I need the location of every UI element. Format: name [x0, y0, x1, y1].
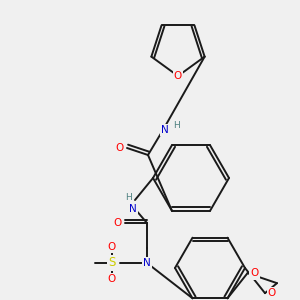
- Text: H: H: [174, 122, 180, 130]
- Text: S: S: [108, 256, 116, 269]
- Text: O: O: [114, 218, 122, 228]
- Text: N: N: [161, 125, 169, 135]
- Text: O: O: [250, 268, 259, 278]
- Text: O: O: [108, 274, 116, 284]
- Text: O: O: [268, 288, 276, 298]
- Text: O: O: [116, 143, 124, 153]
- Text: N: N: [143, 258, 151, 268]
- Text: H: H: [124, 194, 131, 202]
- Text: O: O: [174, 71, 182, 81]
- Text: O: O: [108, 242, 116, 252]
- Text: N: N: [129, 204, 137, 214]
